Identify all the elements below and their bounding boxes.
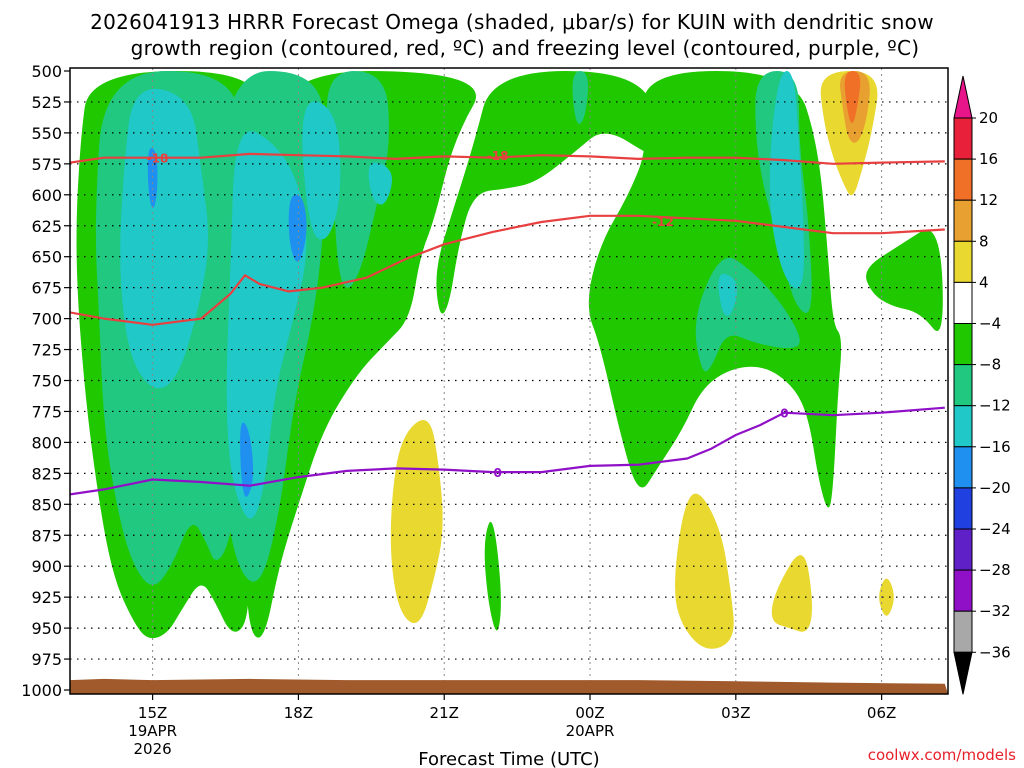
colorbar-swatch-0 bbox=[953, 117, 973, 160]
x-tick-label-21Z: 21Z bbox=[430, 704, 459, 722]
y-tick-label-725: 725 bbox=[31, 341, 62, 360]
colorbar-label-0: 20 bbox=[979, 109, 998, 127]
y-tick-label-825: 825 bbox=[31, 464, 62, 483]
grid-lines bbox=[70, 68, 948, 694]
x-tick-date-00Z: 20APR bbox=[566, 722, 615, 740]
y-axis: 500 525 550 575 600 625 650 675 700 725 750 775 800 8… bbox=[21, 62, 70, 700]
omega-region-25 bbox=[675, 493, 734, 649]
colorbar-swatch-12 bbox=[953, 610, 973, 653]
y-tick-label-500: 500 bbox=[31, 62, 62, 81]
y-tick-label-775: 775 bbox=[31, 402, 62, 421]
colorbar-label-1: 16 bbox=[979, 150, 998, 168]
colorbar-label-2: 12 bbox=[979, 191, 998, 209]
y-tick-label-650: 650 bbox=[31, 248, 62, 267]
omega-region-2 bbox=[436, 71, 681, 314]
colorbar-label-13: −36 bbox=[979, 643, 1011, 661]
omega-region-19 bbox=[288, 194, 307, 262]
omega-region-4 bbox=[866, 229, 943, 332]
chart-title-line2: growth region (contoured, red, ºC) and f… bbox=[131, 36, 920, 60]
colorbar-min-arrow bbox=[953, 651, 973, 695]
omega-region-5 bbox=[484, 521, 501, 631]
colorbar-label-10: −24 bbox=[979, 520, 1011, 538]
omega-shaded-regions bbox=[76, 71, 943, 649]
y-tick-label-950: 950 bbox=[31, 619, 62, 638]
colorbar-swatch-7 bbox=[953, 405, 973, 448]
omega-region-11 bbox=[572, 71, 589, 124]
y-tick-label-700: 700 bbox=[31, 310, 62, 329]
y-tick-label-525: 525 bbox=[31, 93, 62, 112]
omega-region-18 bbox=[147, 148, 158, 209]
omega-region-20 bbox=[240, 422, 254, 497]
x-tick-label-03Z: 03Z bbox=[721, 704, 750, 722]
colorbar-swatch-10 bbox=[953, 528, 973, 571]
contour-line-1 bbox=[70, 214, 945, 326]
y-tick-label-550: 550 bbox=[31, 124, 62, 143]
x-tick-date-15Z: 19APR bbox=[128, 722, 177, 740]
colorbar-swatch-2 bbox=[953, 199, 973, 242]
contour-line-2 bbox=[70, 406, 945, 496]
colorbar-label-12: −32 bbox=[979, 602, 1011, 620]
colorbar-max-arrow bbox=[953, 75, 973, 119]
colorbar-swatch-5 bbox=[953, 323, 973, 366]
y-tick-label-900: 900 bbox=[31, 557, 62, 576]
omega-region-24 bbox=[390, 419, 443, 624]
y-tick-label-800: 800 bbox=[31, 433, 62, 452]
colorbar-swatch-1 bbox=[953, 158, 973, 201]
watermark: coolwx.com/models bbox=[868, 746, 1016, 764]
colorbar-label-3: 8 bbox=[979, 232, 989, 250]
contour-line-0 bbox=[70, 152, 945, 165]
colorbar-swatch-4 bbox=[953, 281, 973, 324]
y-tick-label-600: 600 bbox=[31, 186, 62, 205]
contour-label-0-1: -18 bbox=[487, 149, 509, 163]
x-tick-label-00Z: 00Z bbox=[575, 704, 604, 722]
colorbar-label-6: −8 bbox=[979, 356, 1001, 374]
x-tick-label-06Z: 06Z bbox=[867, 704, 896, 722]
colorbar-swatch-3 bbox=[953, 240, 973, 283]
omega-region-15 bbox=[368, 162, 392, 205]
omega-region-16 bbox=[769, 71, 804, 289]
terrain-fill bbox=[70, 678, 948, 694]
contour-label-2-0: 0 bbox=[494, 466, 502, 480]
temperature-contours: -18 -18 -12 0 0 bbox=[70, 149, 945, 496]
terrain-surface bbox=[70, 678, 948, 694]
omega-region-14 bbox=[302, 101, 341, 240]
omega-region-26 bbox=[771, 555, 812, 632]
contour-label-0-0: -18 bbox=[147, 152, 169, 166]
omega-region-27 bbox=[879, 578, 894, 616]
colorbar-label-9: −20 bbox=[979, 479, 1011, 497]
colorbar-swatch-11 bbox=[953, 569, 973, 612]
omega-region-23 bbox=[844, 71, 861, 123]
omega-region-13 bbox=[226, 131, 307, 519]
x-tick-label-18Z: 18Z bbox=[284, 704, 313, 722]
colorbar-label-11: −28 bbox=[979, 561, 1011, 579]
y-tick-label-850: 850 bbox=[31, 495, 62, 514]
colorbar-swatch-8 bbox=[953, 446, 973, 489]
y-tick-label-750: 750 bbox=[31, 372, 62, 391]
y-tick-label-1000: 1000 bbox=[21, 681, 62, 700]
colorbar-swatch-9 bbox=[953, 487, 973, 530]
contour-label-2-1: 0 bbox=[780, 407, 788, 421]
colorbar-legend: 20 16 12 8 4 −4 −8 −12 −16 −20 −24 −28 −32 −36 bbox=[953, 75, 1011, 695]
colorbar-label-4: 4 bbox=[979, 273, 989, 291]
colorbar-swatch-6 bbox=[953, 364, 973, 407]
chart-title-line1: 2026041913 HRRR Forecast Omega (shaded, … bbox=[90, 10, 934, 34]
x-tick-label-15Z: 15Z bbox=[138, 704, 167, 722]
y-tick-label-875: 875 bbox=[31, 526, 62, 545]
colorbar-label-7: −12 bbox=[979, 397, 1011, 415]
omega-region-12 bbox=[120, 88, 209, 389]
y-tick-label-975: 975 bbox=[31, 650, 62, 669]
y-tick-label-625: 625 bbox=[31, 217, 62, 236]
colorbar-label-8: −16 bbox=[979, 438, 1011, 456]
y-tick-label-925: 925 bbox=[31, 588, 62, 607]
omega-region-17 bbox=[718, 273, 738, 316]
omega-region-8 bbox=[326, 71, 389, 288]
contour-label-1-0: -12 bbox=[652, 215, 674, 229]
x-tick-year-15Z: 2026 bbox=[134, 740, 172, 758]
y-tick-label-575: 575 bbox=[31, 155, 62, 174]
y-tick-label-675: 675 bbox=[31, 279, 62, 298]
colorbar-label-5: −4 bbox=[979, 315, 1001, 333]
x-axis-label: Forecast Time (UTC) bbox=[418, 749, 599, 768]
